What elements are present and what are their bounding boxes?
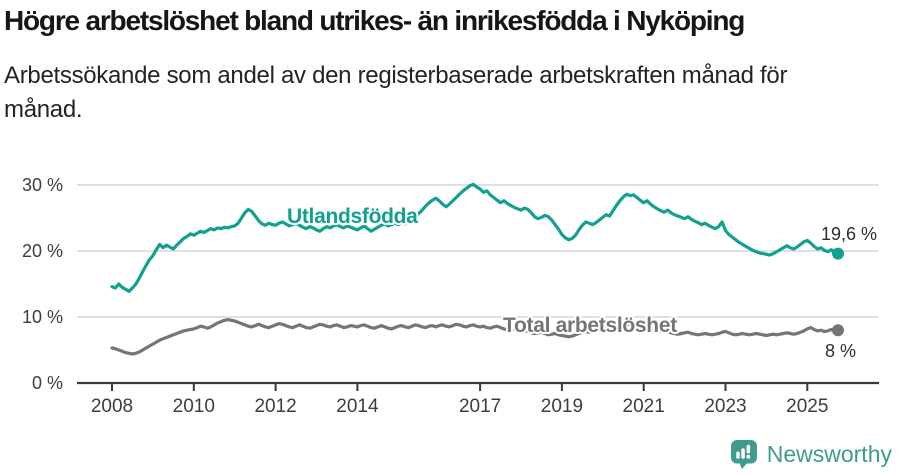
end-value-label-total: 8 % <box>825 341 856 361</box>
x-tick-label: 2025 <box>786 396 828 417</box>
x-axis: 2008 2010 2012 2014 2017 2019 2021 2023 2025 <box>77 381 879 417</box>
y-axis-labels: 0 % 10 % 20 % 30 % <box>22 175 63 393</box>
series-lines <box>110 182 840 356</box>
end-value-label-utlandsfodda: 19,6 % <box>821 224 877 244</box>
gridlines <box>77 184 879 318</box>
x-tick-label: 2017 <box>459 396 501 417</box>
y-tick-label: 30 % <box>22 175 63 195</box>
series-label-total-arbetsloshet: Total arbetslöshet <box>503 314 677 337</box>
newsworthy-logo-icon <box>730 440 757 469</box>
series-endpoints <box>832 247 844 337</box>
y-tick-label: 0 % <box>32 373 63 393</box>
series-line-1 <box>110 318 840 356</box>
newsworthy-logo-text: Newsworthy <box>766 440 892 467</box>
chart-title: Högre arbetslöshet bland utrikes- än inr… <box>4 5 745 36</box>
x-tick-label: 2021 <box>623 396 665 417</box>
series-end-dot-1 <box>832 324 844 337</box>
x-tick-label: 2012 <box>254 396 296 417</box>
x-tick-label: 2019 <box>541 396 583 417</box>
x-tick-label: 2023 <box>704 396 746 417</box>
series-label-utlandsfodda: Utlandsfödda <box>287 205 418 228</box>
x-tick-label: 2010 <box>173 396 215 417</box>
newsworthy-logo[interactable]: Newsworthy <box>730 438 892 470</box>
y-tick-label: 20 % <box>22 241 63 261</box>
x-tick-label: 2014 <box>336 396 379 417</box>
series-line-0 <box>110 182 840 293</box>
series-end-dot-0 <box>832 247 844 260</box>
chart-subtitle: Arbetssökande som andel av den registerb… <box>4 62 788 124</box>
x-tick-label: 2008 <box>91 396 133 417</box>
y-tick-label: 10 % <box>22 307 63 327</box>
